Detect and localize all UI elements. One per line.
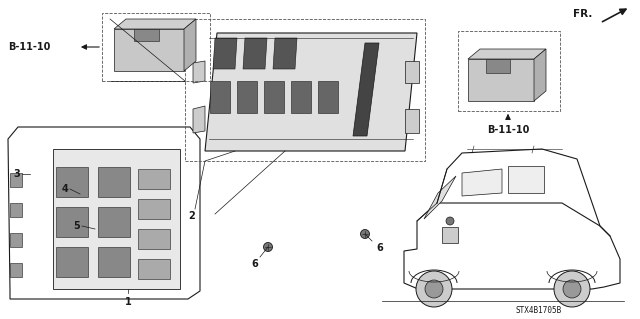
Polygon shape — [98, 247, 130, 277]
Polygon shape — [468, 59, 534, 101]
Polygon shape — [213, 38, 237, 69]
Polygon shape — [53, 149, 180, 289]
Polygon shape — [405, 109, 419, 133]
Circle shape — [563, 280, 581, 298]
Text: 6: 6 — [252, 259, 259, 269]
Text: 6: 6 — [376, 243, 383, 253]
Polygon shape — [442, 227, 458, 243]
Bar — [102, 13, 210, 81]
Text: 3: 3 — [13, 169, 20, 179]
Polygon shape — [243, 38, 267, 69]
Polygon shape — [205, 33, 417, 151]
Polygon shape — [193, 106, 205, 133]
Polygon shape — [318, 81, 338, 113]
Polygon shape — [291, 81, 311, 113]
Polygon shape — [264, 81, 284, 113]
Polygon shape — [138, 259, 170, 279]
Text: B-11-10: B-11-10 — [487, 125, 529, 135]
Polygon shape — [98, 207, 130, 237]
Polygon shape — [405, 61, 419, 83]
Polygon shape — [353, 43, 379, 136]
Bar — [185, 19, 425, 161]
Text: 2: 2 — [189, 211, 195, 221]
Polygon shape — [534, 49, 546, 101]
Polygon shape — [273, 38, 297, 69]
Polygon shape — [508, 166, 544, 193]
Text: STX4B1705B: STX4B1705B — [516, 306, 562, 315]
Circle shape — [416, 271, 452, 307]
Polygon shape — [56, 167, 88, 197]
Polygon shape — [184, 19, 196, 71]
Polygon shape — [138, 199, 170, 219]
Text: 5: 5 — [73, 221, 80, 231]
Polygon shape — [98, 167, 130, 197]
Text: 1: 1 — [125, 297, 131, 307]
Circle shape — [446, 217, 454, 225]
Polygon shape — [10, 203, 22, 217]
Polygon shape — [237, 81, 257, 113]
Polygon shape — [138, 229, 170, 249]
Circle shape — [425, 280, 443, 298]
Polygon shape — [138, 169, 170, 189]
Polygon shape — [134, 29, 159, 41]
Polygon shape — [193, 61, 205, 83]
Polygon shape — [10, 173, 22, 187]
Polygon shape — [424, 176, 456, 219]
Polygon shape — [462, 169, 502, 196]
Circle shape — [264, 242, 273, 251]
Polygon shape — [10, 233, 22, 247]
Circle shape — [554, 271, 590, 307]
Circle shape — [360, 229, 369, 239]
Polygon shape — [210, 81, 230, 113]
Polygon shape — [56, 207, 88, 237]
Polygon shape — [468, 49, 546, 59]
Polygon shape — [114, 19, 196, 29]
Text: 4: 4 — [61, 184, 68, 194]
Polygon shape — [10, 263, 22, 277]
Polygon shape — [486, 59, 510, 73]
Text: FR.: FR. — [573, 9, 592, 19]
Bar — [458, 31, 560, 111]
Text: B-11-10: B-11-10 — [8, 42, 51, 52]
Polygon shape — [56, 247, 88, 277]
Polygon shape — [114, 29, 184, 71]
